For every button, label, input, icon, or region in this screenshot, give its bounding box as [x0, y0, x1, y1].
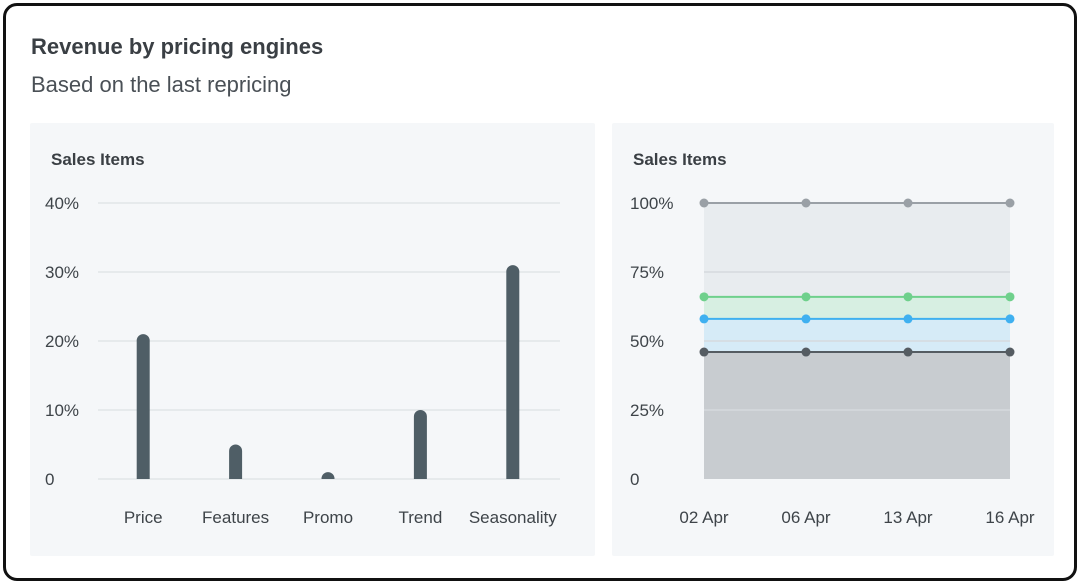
data-point	[801, 198, 811, 208]
bar-chart-title: Sales Items	[51, 150, 145, 169]
x-tick-label: Seasonality	[469, 508, 557, 527]
data-point	[1005, 198, 1015, 208]
y-tick-label: 40%	[45, 194, 79, 213]
data-point	[903, 292, 913, 302]
area-chart-title: Sales Items	[633, 150, 727, 169]
x-tick-label: 13 Apr	[883, 508, 932, 527]
series-area	[704, 352, 1010, 479]
bar-chart-panel: Sales Items 0 10% 20% 30% 40% Price Features Pr…	[30, 123, 595, 556]
x-tick-label: 02 Apr	[679, 508, 728, 527]
data-point	[1005, 347, 1015, 357]
y-tick-label: 30%	[45, 263, 79, 282]
y-tick-label: 100%	[630, 194, 673, 213]
area-chart: 0 25% 50% 75% 100% 02 Apr 06 Apr 13 Apr 16 Apr	[630, 194, 1035, 527]
data-point	[903, 347, 913, 357]
data-point	[801, 347, 811, 357]
data-point	[699, 292, 709, 302]
data-point	[699, 347, 709, 357]
data-point	[1005, 292, 1015, 302]
data-point	[699, 198, 709, 208]
data-point	[903, 198, 913, 208]
x-tick-label: 06 Apr	[781, 508, 830, 527]
bar	[136, 334, 150, 479]
y-tick-label: 0	[45, 470, 54, 489]
y-tick-label: 10%	[45, 401, 79, 420]
data-point	[1005, 314, 1015, 324]
y-tick-label: 0	[630, 470, 639, 489]
bar	[506, 265, 520, 479]
bar-chart: 0 10% 20% 30% 40% Price Features Promo Trend Seas…	[45, 194, 560, 527]
x-tick-label: 16 Apr	[985, 508, 1034, 527]
bar	[413, 410, 427, 479]
y-tick-label: 20%	[45, 332, 79, 351]
area-chart-panel: Sales Items 0 25% 50% 75% 100% 02 Apr 06 Apr 13…	[612, 123, 1054, 556]
x-tick-label: Trend	[399, 508, 443, 527]
x-tick-label: Features	[202, 508, 269, 527]
y-tick-label: 25%	[630, 401, 664, 420]
x-tick-label: Price	[124, 508, 163, 527]
y-tick-label: 75%	[630, 263, 664, 282]
data-point	[903, 314, 913, 324]
card-subtitle: Based on the last repricing	[31, 72, 292, 97]
y-tick-label: 50%	[630, 332, 664, 351]
bar	[229, 444, 243, 479]
data-point	[699, 314, 709, 324]
data-point	[801, 314, 811, 324]
revenue-card: Revenue by pricing engines Based on the …	[3, 3, 1077, 581]
card-title: Revenue by pricing engines	[31, 34, 324, 59]
data-point	[801, 292, 811, 302]
x-tick-label: Promo	[303, 508, 353, 527]
bar	[321, 472, 335, 479]
